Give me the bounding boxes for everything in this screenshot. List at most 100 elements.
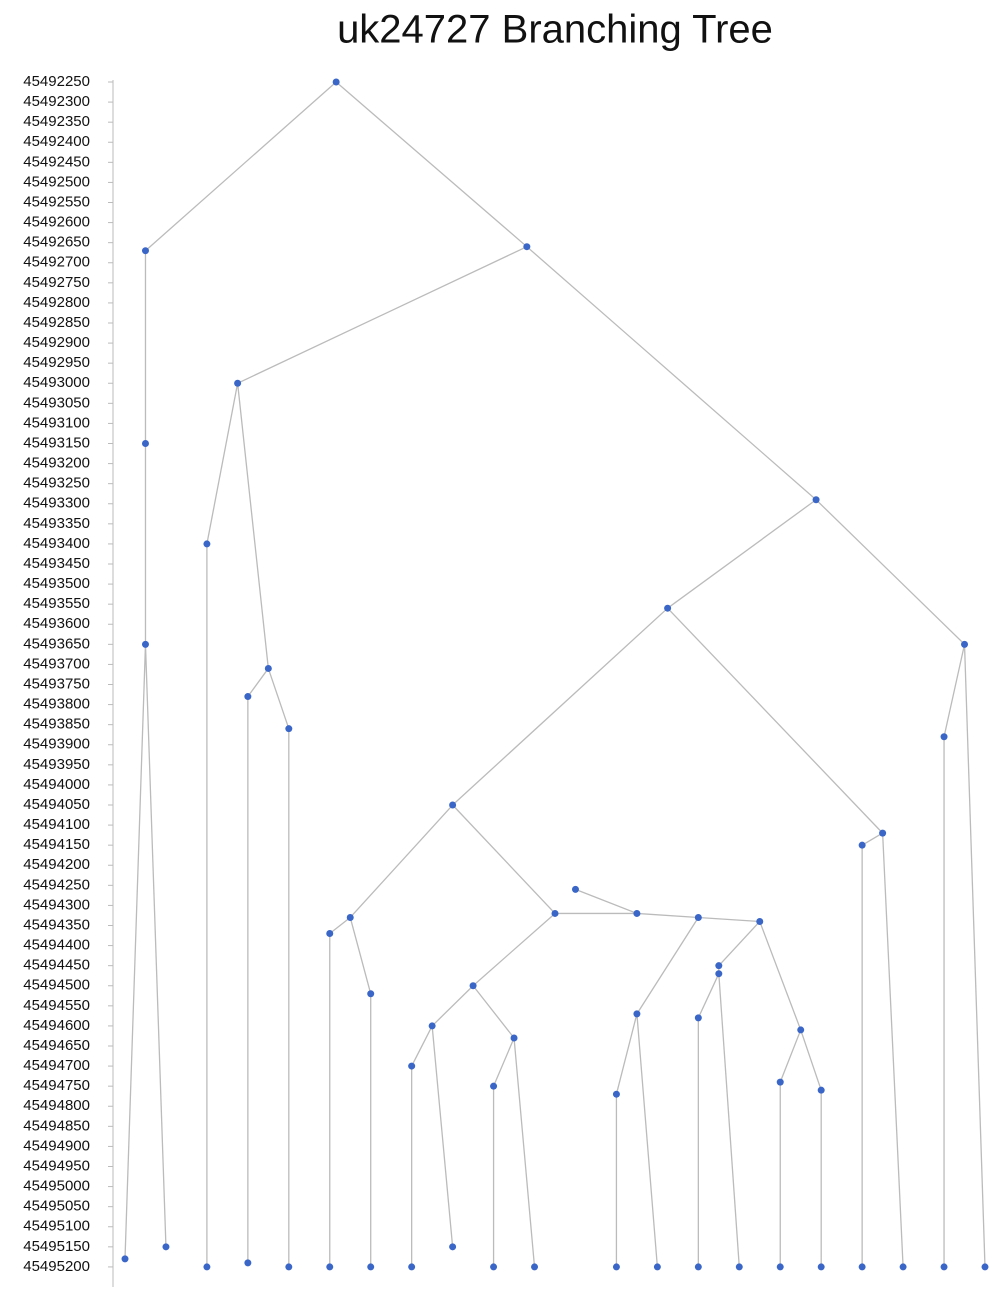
y-tick-label: 45495200 — [23, 1258, 90, 1275]
node — [408, 1263, 416, 1271]
edge — [267, 668, 290, 729]
y-tick-label: 45494050 — [23, 796, 90, 813]
edge — [124, 644, 147, 1259]
node — [490, 1082, 498, 1090]
node — [612, 1090, 620, 1098]
y-tick-label: 45494950 — [23, 1157, 90, 1174]
nodes — [121, 78, 989, 1271]
edge — [759, 921, 802, 1031]
node — [899, 1263, 907, 1271]
node — [817, 1263, 825, 1271]
node — [234, 379, 242, 387]
node — [203, 540, 211, 548]
node — [664, 604, 672, 612]
y-tick-label: 45493050 — [23, 394, 90, 411]
node — [285, 725, 293, 733]
y-tick-label: 45494900 — [23, 1137, 90, 1154]
y-tick-label: 45492700 — [23, 254, 90, 271]
node — [408, 1062, 416, 1070]
y-tick-label: 45492300 — [23, 93, 90, 110]
y-tick-label: 45492800 — [23, 294, 90, 311]
y-tick-label: 45494250 — [23, 876, 90, 893]
y-tick-label: 45492950 — [23, 354, 90, 371]
edge — [718, 921, 761, 967]
y-tick-label: 45492350 — [23, 113, 90, 130]
edge — [431, 1025, 454, 1247]
y-tick-label: 45494550 — [23, 997, 90, 1014]
node — [961, 640, 969, 648]
y-tick-label: 45493150 — [23, 434, 90, 451]
node — [428, 1022, 436, 1030]
node — [244, 1259, 252, 1267]
y-tick-label: 45493800 — [23, 696, 90, 713]
node — [940, 1263, 948, 1271]
node — [940, 733, 948, 741]
edge — [815, 499, 965, 645]
node — [694, 1263, 702, 1271]
edge — [472, 985, 515, 1039]
node — [633, 1010, 641, 1018]
edge — [861, 832, 883, 846]
edge — [943, 644, 966, 737]
y-tick-label: 45494500 — [23, 977, 90, 994]
node — [141, 247, 149, 255]
node — [510, 1034, 518, 1042]
y-tick-label: 45494150 — [23, 836, 90, 853]
node — [858, 1263, 866, 1271]
y-tick-label: 45493400 — [23, 535, 90, 552]
edge — [492, 1037, 515, 1087]
y-tick-label: 45492250 — [23, 73, 90, 90]
edge — [800, 1029, 822, 1091]
y-tick-label: 45493850 — [23, 716, 90, 733]
y-tick-label: 45494350 — [23, 916, 90, 933]
node — [776, 1078, 784, 1086]
y-tick-label: 45494400 — [23, 937, 90, 954]
edge — [411, 1025, 433, 1067]
edge — [881, 833, 904, 1267]
y-tick-label: 45493100 — [23, 414, 90, 431]
node — [633, 909, 641, 917]
node — [879, 829, 887, 837]
edge — [329, 916, 351, 935]
y-tick-label: 45493700 — [23, 655, 90, 672]
edge — [667, 499, 817, 609]
y-tick-label: 45495150 — [23, 1238, 90, 1255]
node — [367, 1263, 375, 1271]
y-tick-label: 45492550 — [23, 193, 90, 210]
edge — [452, 607, 669, 806]
edge — [247, 668, 269, 697]
edge — [636, 917, 699, 1015]
edge — [718, 973, 740, 1267]
y-tick-label: 45493000 — [23, 374, 90, 391]
edge — [452, 804, 556, 914]
node — [981, 1263, 989, 1271]
edge — [349, 804, 454, 918]
edges — [124, 81, 986, 1267]
y-tick-label: 45495100 — [23, 1218, 90, 1235]
node — [735, 1263, 743, 1271]
chart-title: uk24727 Branching Tree — [337, 8, 773, 52]
edge — [615, 1013, 638, 1095]
edge — [698, 916, 760, 923]
node — [612, 1263, 620, 1271]
y-tick-label: 45493650 — [23, 635, 90, 652]
y-tick-label: 45493600 — [23, 615, 90, 632]
edge — [145, 81, 337, 252]
y-tick-label: 45492600 — [23, 214, 90, 231]
y-tick-label: 45493350 — [23, 515, 90, 532]
y-tick-label: 45492750 — [23, 274, 90, 291]
edge — [697, 973, 720, 1019]
edge — [431, 985, 474, 1027]
y-tick-label: 45492850 — [23, 314, 90, 331]
node — [694, 1014, 702, 1022]
edge — [513, 1037, 536, 1267]
edge — [636, 1013, 659, 1267]
node — [141, 440, 149, 448]
y-tick-label: 45493750 — [23, 675, 90, 692]
node — [346, 913, 354, 921]
node — [715, 962, 723, 970]
edge — [236, 383, 269, 669]
node — [694, 913, 702, 921]
edge — [335, 81, 528, 248]
